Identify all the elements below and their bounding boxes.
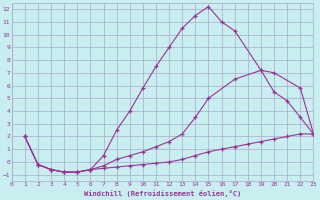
X-axis label: Windchill (Refroidissement éolien,°C): Windchill (Refroidissement éolien,°C)	[84, 190, 241, 197]
